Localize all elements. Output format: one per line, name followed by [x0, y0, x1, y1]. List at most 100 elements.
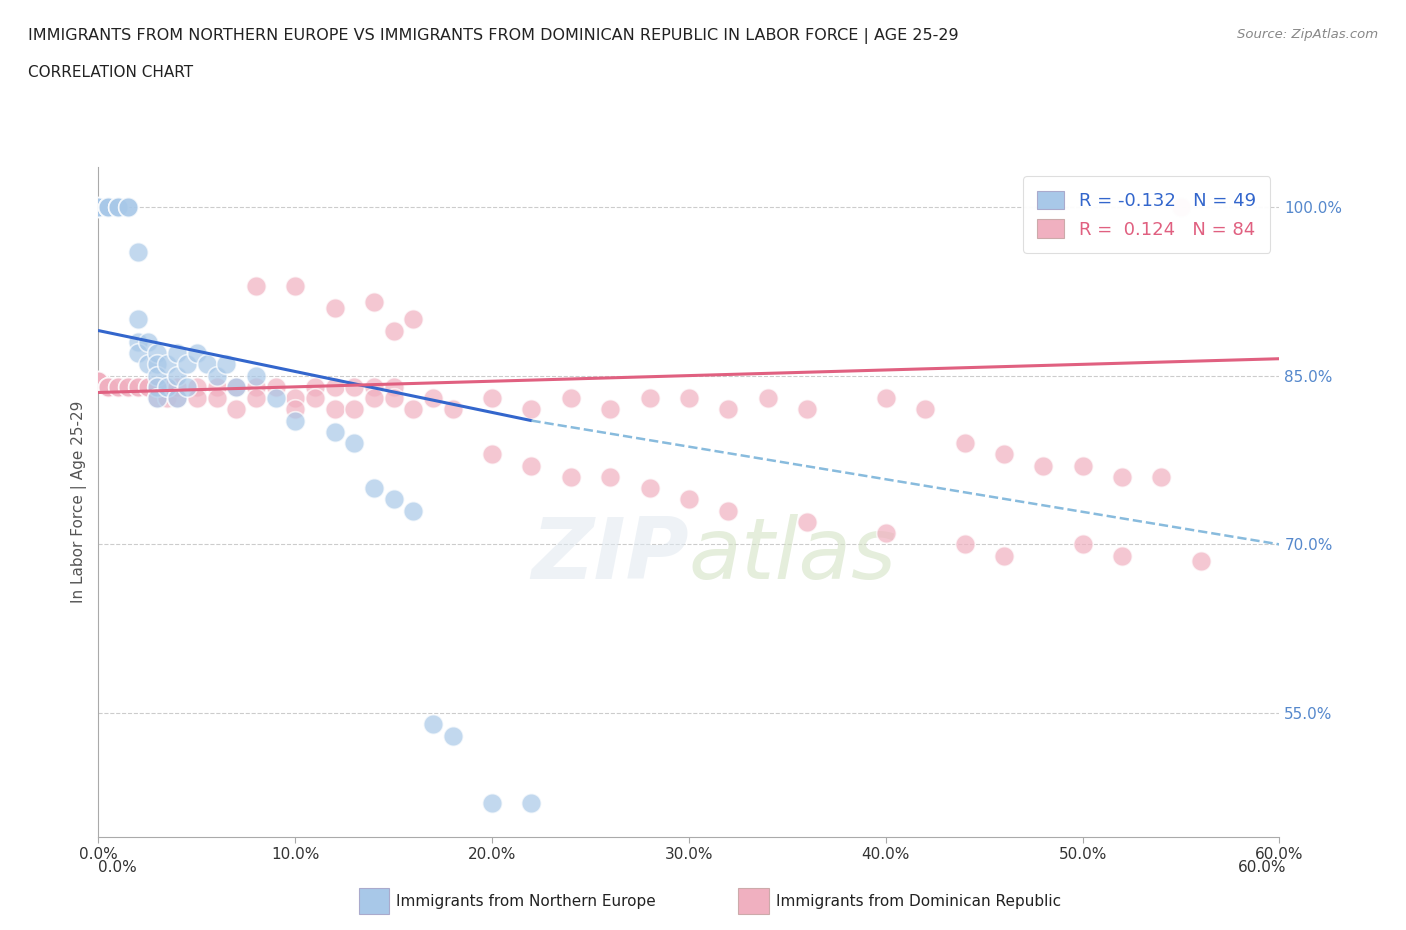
- Point: [796, 514, 818, 529]
- Text: 60.0%: 60.0%: [1239, 860, 1286, 875]
- Text: 0.0%: 0.0%: [98, 860, 138, 875]
- Point: [146, 379, 169, 394]
- Point: [97, 199, 120, 214]
- Point: [756, 391, 779, 405]
- Point: [166, 391, 188, 405]
- Point: [136, 379, 159, 394]
- Text: Immigrants from Northern Europe: Immigrants from Northern Europe: [396, 894, 657, 909]
- Point: [245, 391, 267, 405]
- Point: [127, 245, 149, 259]
- Point: [599, 402, 621, 417]
- Point: [97, 199, 120, 214]
- Point: [146, 391, 169, 405]
- Text: ZIP: ZIP: [531, 514, 689, 597]
- Point: [1071, 458, 1094, 473]
- Point: [481, 796, 503, 811]
- Point: [343, 379, 366, 394]
- Point: [796, 402, 818, 417]
- Point: [363, 481, 385, 496]
- Point: [422, 391, 444, 405]
- Point: [323, 300, 346, 315]
- Point: [127, 379, 149, 394]
- Point: [97, 379, 120, 394]
- Point: [87, 199, 110, 214]
- Point: [136, 379, 159, 394]
- Point: [382, 391, 405, 405]
- Point: [1150, 470, 1173, 485]
- Point: [97, 379, 120, 394]
- Point: [520, 796, 543, 811]
- Point: [560, 391, 582, 405]
- Point: [127, 379, 149, 394]
- Point: [993, 548, 1015, 563]
- Point: [382, 379, 405, 394]
- Point: [343, 402, 366, 417]
- Point: [146, 357, 169, 372]
- Point: [323, 402, 346, 417]
- Text: atlas: atlas: [689, 514, 897, 597]
- Point: [166, 379, 188, 394]
- Point: [176, 357, 198, 372]
- Point: [107, 379, 129, 394]
- Point: [146, 391, 169, 405]
- Point: [520, 458, 543, 473]
- Point: [87, 374, 110, 389]
- Point: [343, 435, 366, 450]
- Point: [1111, 470, 1133, 485]
- Legend: R = -0.132   N = 49, R =  0.124   N = 84: R = -0.132 N = 49, R = 0.124 N = 84: [1024, 177, 1271, 253]
- Point: [146, 379, 169, 394]
- Point: [638, 481, 661, 496]
- Point: [127, 312, 149, 326]
- Point: [87, 199, 110, 214]
- Point: [520, 402, 543, 417]
- Point: [136, 335, 159, 350]
- Point: [993, 447, 1015, 462]
- Point: [717, 503, 740, 518]
- Point: [441, 402, 464, 417]
- Point: [156, 379, 179, 394]
- Point: [176, 379, 198, 394]
- Text: CORRELATION CHART: CORRELATION CHART: [28, 65, 193, 80]
- Point: [215, 357, 238, 372]
- Point: [284, 402, 307, 417]
- Point: [953, 537, 976, 551]
- Point: [1170, 199, 1192, 214]
- Point: [717, 402, 740, 417]
- Y-axis label: In Labor Force | Age 25-29: In Labor Force | Age 25-29: [72, 401, 87, 604]
- Point: [117, 199, 139, 214]
- Point: [127, 335, 149, 350]
- Point: [225, 402, 247, 417]
- Point: [156, 379, 179, 394]
- Point: [284, 413, 307, 428]
- Point: [87, 199, 110, 214]
- Point: [97, 199, 120, 214]
- Point: [638, 391, 661, 405]
- Point: [363, 379, 385, 394]
- Point: [914, 402, 936, 417]
- Point: [1071, 537, 1094, 551]
- Text: Immigrants from Dominican Republic: Immigrants from Dominican Republic: [776, 894, 1062, 909]
- Point: [156, 357, 179, 372]
- Point: [166, 346, 188, 361]
- Point: [186, 379, 208, 394]
- Point: [117, 379, 139, 394]
- Point: [1189, 554, 1212, 569]
- Point: [87, 199, 110, 214]
- Point: [87, 374, 110, 389]
- Point: [1111, 548, 1133, 563]
- Point: [205, 368, 228, 383]
- Point: [363, 295, 385, 310]
- Point: [97, 379, 120, 394]
- Point: [284, 278, 307, 293]
- Text: Source: ZipAtlas.com: Source: ZipAtlas.com: [1237, 28, 1378, 41]
- Point: [107, 379, 129, 394]
- Point: [87, 199, 110, 214]
- Point: [245, 379, 267, 394]
- Point: [87, 374, 110, 389]
- Point: [560, 470, 582, 485]
- Point: [402, 503, 425, 518]
- Point: [875, 525, 897, 540]
- Point: [245, 368, 267, 383]
- Point: [225, 379, 247, 394]
- Point: [87, 374, 110, 389]
